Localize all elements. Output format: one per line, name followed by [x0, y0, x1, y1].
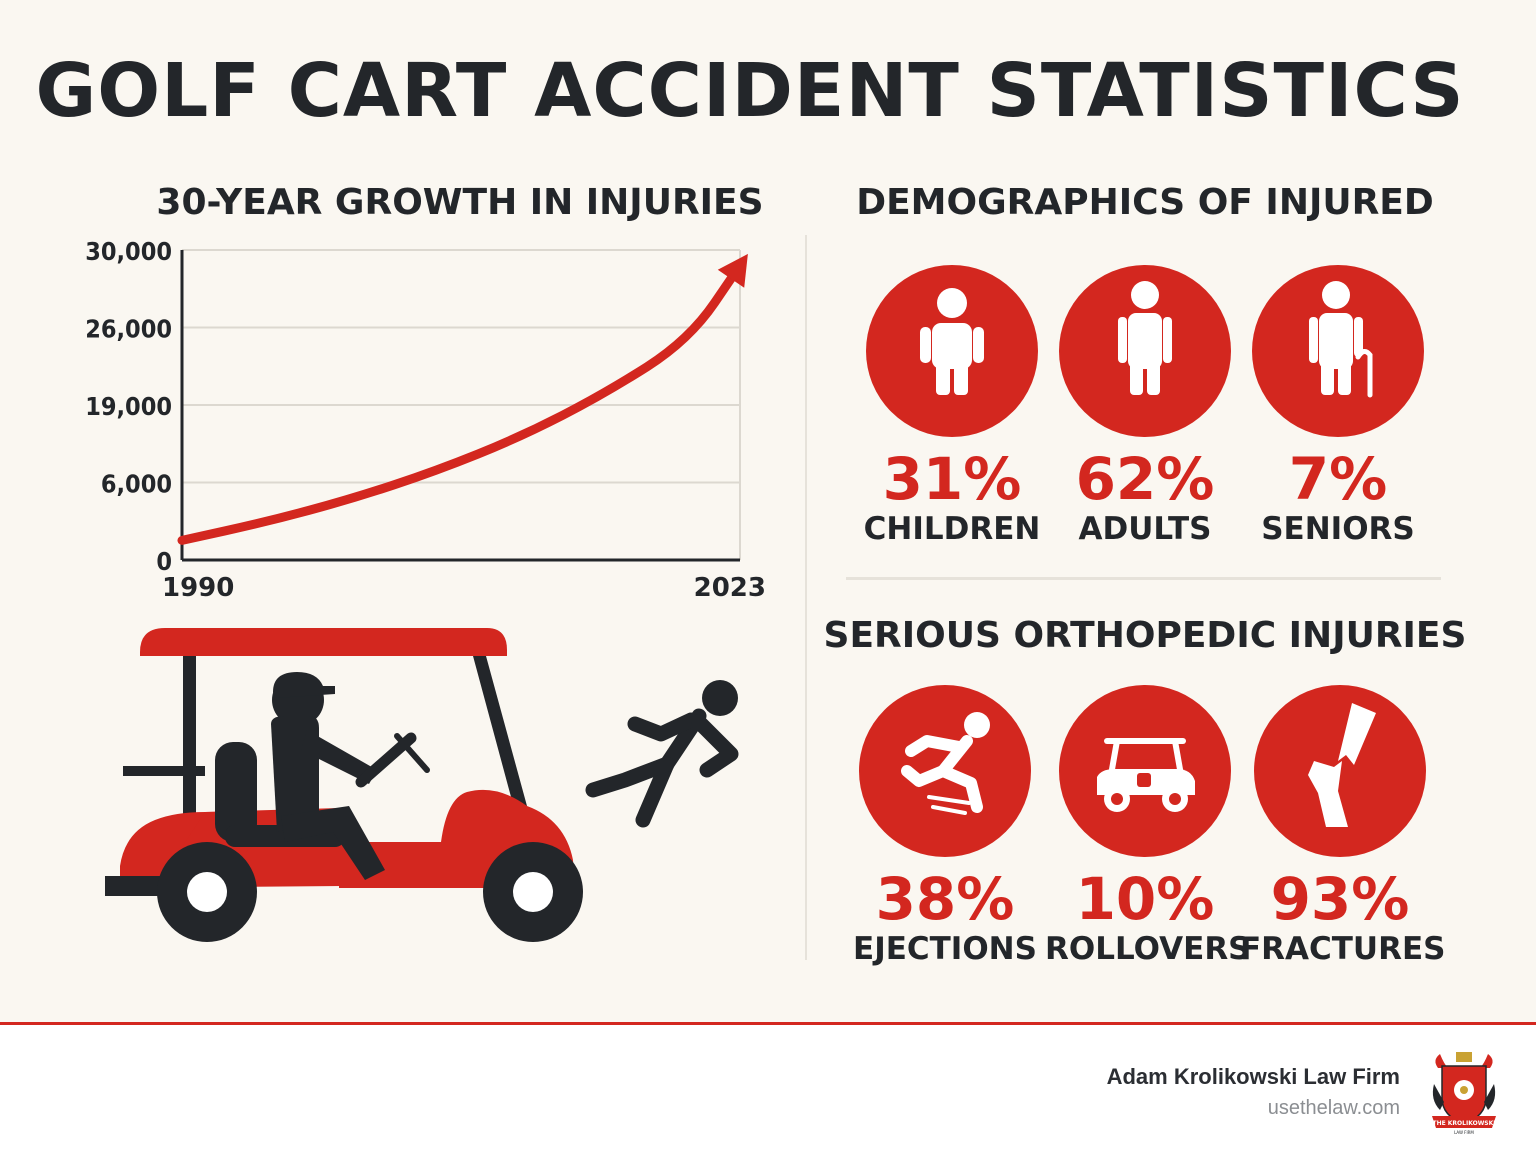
- cart-rear-post: [183, 656, 196, 816]
- footer-divider: [0, 1022, 1536, 1025]
- cart-seat-back: [215, 742, 257, 842]
- y-tick-label: 6,000: [101, 470, 172, 499]
- rollovers-percent: 10%: [1075, 865, 1215, 933]
- seniors-percent: 7%: [1288, 445, 1388, 513]
- x-tick-label: 2023: [694, 573, 766, 603]
- children-label: CHILDREN: [863, 511, 1041, 547]
- page-title: GOLF CART ACCIDENT STATISTICS: [35, 48, 1465, 134]
- adults-label: ADULTS: [1078, 511, 1212, 547]
- y-tick-label: 0: [156, 547, 172, 576]
- orthopedic-title: SERIOUS ORTHOPEDIC INJURIES: [823, 615, 1467, 656]
- stat-adults: 62% ADULTS: [1045, 265, 1245, 547]
- demographics-title: DEMOGRAPHICS OF INJURED: [856, 182, 1434, 223]
- law-firm-crest-logo: THE KROLIKOWSKI LAW FIRM: [1432, 1052, 1496, 1135]
- stat-ejections: 38% EJECTIONS: [845, 685, 1045, 967]
- children-percent: 31%: [882, 445, 1022, 513]
- seniors-label: SENIORS: [1261, 511, 1415, 547]
- fractures-percent: 93%: [1270, 865, 1410, 933]
- cart-roof: [140, 628, 507, 656]
- fractures-label: FRACTURES: [1240, 931, 1446, 967]
- driver-figure: [271, 672, 385, 880]
- rollovers-label: ROLLOVERS: [1045, 931, 1251, 967]
- cart-front-post: [473, 656, 527, 808]
- adult-icon: [1059, 265, 1231, 437]
- injury-growth-chart: 0 6,000 19,000 26,000 30,000 1990 2023: [85, 237, 766, 603]
- falling-person-icon: [859, 685, 1031, 857]
- broken-bone-icon: [1254, 685, 1426, 857]
- ejections-percent: 38%: [875, 865, 1015, 933]
- stat-seniors: 7% SENIORS: [1238, 265, 1438, 547]
- ejected-person-figure: [585, 680, 739, 828]
- stat-rollovers: 10% ROLLOVERS: [1045, 685, 1251, 967]
- senior-icon: [1252, 265, 1424, 437]
- cart-wheel-front: [483, 842, 583, 942]
- chart-title: 30-YEAR GROWTH IN INJURIES: [156, 182, 764, 223]
- firm-name: Adam Krolikowski Law Firm: [1106, 1064, 1400, 1089]
- footer: [0, 1025, 1536, 1154]
- y-tick-label: 30,000: [85, 237, 172, 266]
- cart-rear-rack: [123, 766, 205, 776]
- x-tick-label: 1990: [162, 573, 234, 603]
- injury-trend-line: [177, 261, 745, 545]
- golf-cart-icon: [1059, 685, 1231, 857]
- y-tick-label: 26,000: [85, 315, 172, 344]
- logo-subtext: LAW FIRM: [1454, 1130, 1474, 1135]
- adults-percent: 62%: [1075, 445, 1215, 513]
- cart-wheel-rear: [157, 842, 257, 942]
- golf-cart-accident-illustration: [105, 628, 739, 942]
- vertical-divider: [805, 235, 807, 960]
- y-tick-label: 19,000: [85, 392, 172, 421]
- trend-arrow-head: [717, 253, 748, 288]
- ejections-label: EJECTIONS: [853, 931, 1037, 967]
- stat-children: 31% CHILDREN: [852, 265, 1052, 547]
- horizontal-divider: [846, 577, 1441, 580]
- stat-fractures: 93% FRACTURES: [1240, 685, 1446, 967]
- child-icon: [866, 265, 1038, 437]
- logo-text: THE KROLIKOWSKI: [1432, 1120, 1495, 1127]
- firm-url[interactable]: usethelaw.com: [1267, 1097, 1400, 1119]
